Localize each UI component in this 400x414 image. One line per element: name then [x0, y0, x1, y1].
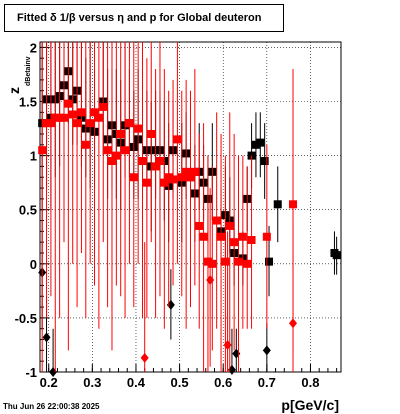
x-tick-label: 0.8	[301, 375, 319, 390]
y-tick-label: 0	[30, 257, 37, 272]
data-point	[90, 108, 99, 117]
x-tick-label: 0.6	[214, 375, 232, 390]
data-point	[155, 157, 164, 166]
data-point	[332, 251, 341, 260]
data-point	[140, 352, 149, 363]
series-group	[38, 42, 298, 372]
data-point	[112, 151, 121, 160]
data-point	[234, 257, 243, 266]
data-point	[68, 110, 77, 119]
y-tick-label: 0.5	[19, 203, 37, 218]
x-tick-label: 0.4	[127, 375, 146, 390]
data-point	[223, 339, 232, 350]
y-tick-label: 1	[30, 149, 37, 164]
data-point	[199, 232, 208, 241]
data-point	[289, 318, 298, 329]
chart-title: Fitted δ 1/β versus η and p for Global d…	[17, 12, 262, 24]
data-point	[121, 146, 130, 155]
data-point	[217, 232, 226, 241]
data-point	[230, 238, 239, 247]
data-point	[186, 173, 195, 182]
timestamp: Thu Jun 26 22:00:38 2025	[3, 402, 100, 411]
data-point	[134, 124, 143, 133]
data-point	[177, 173, 186, 182]
x-tick-label: 0.2	[40, 375, 58, 390]
data-point	[116, 129, 125, 138]
data-point	[208, 259, 217, 268]
data-point	[46, 119, 55, 128]
x-tick-label: 0.3	[83, 375, 101, 390]
data-point	[173, 135, 182, 144]
data-point	[99, 102, 108, 111]
data-point	[51, 113, 60, 122]
data-point	[73, 119, 82, 128]
y-tick-label: -0.5	[15, 311, 37, 326]
data-point	[151, 162, 160, 171]
data-point	[129, 173, 138, 182]
data-point	[169, 175, 178, 184]
x-axis-label: p[GeV/c]	[281, 397, 339, 413]
data-point	[227, 364, 236, 375]
data-point	[262, 345, 271, 356]
data-point	[190, 167, 199, 176]
data-point	[182, 167, 191, 176]
y-tick-label: -1	[25, 365, 37, 380]
data-point	[243, 259, 252, 268]
title-box: Fitted δ 1/β versus η and p for Global d…	[4, 4, 284, 32]
data-point	[55, 113, 64, 122]
data-point	[251, 140, 260, 149]
y-tick-label: 1.5	[19, 95, 37, 110]
x-tick-label: 0.5	[171, 375, 189, 390]
data-point	[138, 157, 147, 166]
data-series	[38, 42, 341, 377]
data-point	[289, 200, 298, 209]
data-point	[262, 232, 271, 241]
data-point	[42, 332, 51, 343]
data-point	[107, 157, 116, 166]
data-point	[256, 138, 265, 147]
series-group	[140, 188, 298, 372]
data-point	[42, 119, 51, 128]
data-point	[64, 99, 73, 108]
data-point	[247, 236, 256, 244]
axis-ticks: 0.2 0.3 0.4 0.5 0.6 0.7 0.8 -1 -0.5 0 0.5 1 1.5 2	[15, 40, 338, 390]
data-point	[206, 275, 215, 286]
data-point	[81, 140, 90, 149]
data-point	[273, 200, 282, 209]
y-axis-label: z	[6, 87, 22, 94]
data-point	[125, 119, 134, 128]
data-point	[212, 216, 221, 225]
data-point	[86, 119, 95, 128]
data-point	[38, 146, 47, 155]
data-point	[59, 113, 68, 122]
data-point	[260, 157, 269, 166]
data-point	[203, 257, 212, 266]
data-point	[225, 221, 234, 230]
data-point	[195, 221, 204, 230]
y-axis-label-subscript: dBetainv	[25, 56, 32, 86]
data-point	[166, 299, 175, 310]
data-point	[265, 257, 274, 266]
data-point	[142, 178, 151, 187]
data-point	[232, 348, 241, 359]
x-tick-label: 0.7	[258, 375, 276, 390]
data-point	[77, 108, 86, 117]
data-point	[94, 113, 103, 122]
y-tick-label: 2	[30, 40, 37, 55]
data-point	[221, 257, 230, 266]
data-point	[103, 146, 112, 155]
data-point	[147, 129, 156, 138]
data-point	[238, 232, 247, 241]
data-point	[160, 178, 169, 187]
data-point	[164, 173, 173, 182]
